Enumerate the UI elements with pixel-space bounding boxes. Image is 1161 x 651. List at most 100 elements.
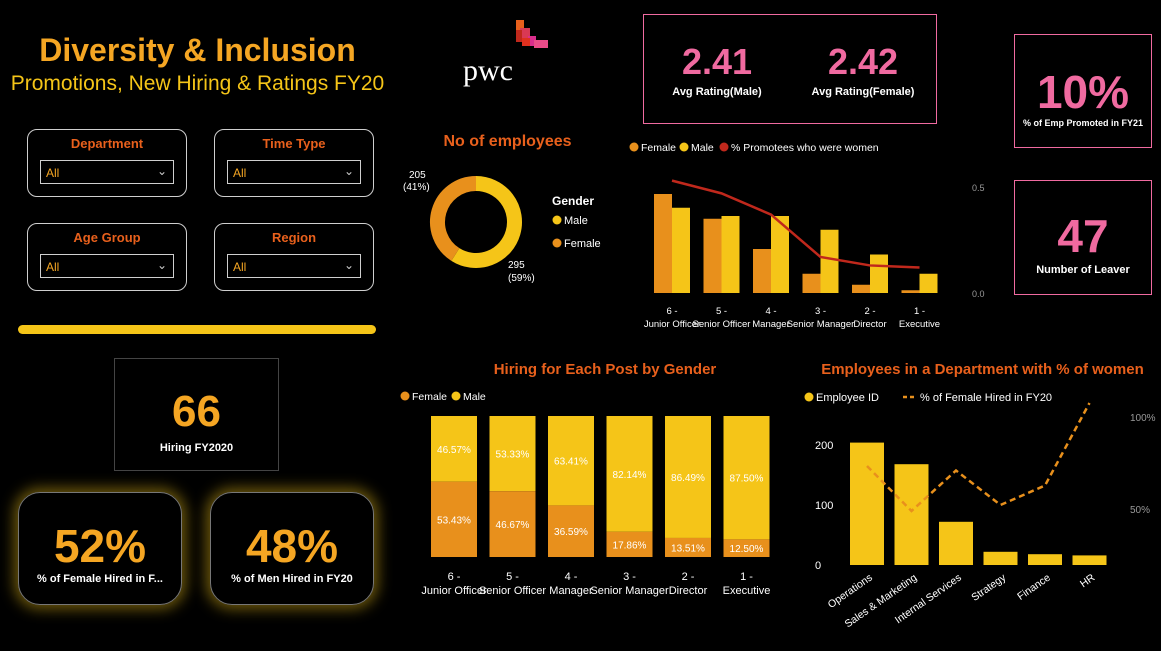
promo-bar-female bbox=[753, 249, 771, 293]
legend-dot-male bbox=[451, 391, 461, 401]
hiring-bar-male bbox=[548, 416, 594, 506]
leaver-card: 47 Number of Leaver bbox=[1014, 180, 1152, 295]
time-type-select-value: All bbox=[233, 166, 247, 180]
time-type-filter[interactable]: Time Type All ⌄ bbox=[214, 129, 374, 197]
department-chart: Employee ID % of Female Hired in FY20 0 100… bbox=[804, 392, 1156, 630]
men-hired-card: 48% % of Men Hired in FY20 bbox=[210, 492, 374, 605]
legend-item-female: Female bbox=[564, 238, 601, 250]
data-label-male-count: 295 bbox=[508, 260, 525, 271]
region-select-value: All bbox=[233, 260, 247, 274]
pwc-logo-mark bbox=[516, 20, 548, 48]
department-select-value: All bbox=[46, 166, 60, 180]
region-select[interactable]: All ⌄ bbox=[227, 254, 361, 278]
x-tick-label: 5 - bbox=[716, 306, 727, 317]
department-filter-label: Department bbox=[70, 136, 144, 151]
x-tick-label: Manager bbox=[752, 319, 790, 330]
promo-bar-female bbox=[703, 218, 722, 293]
legend-item-female: Female bbox=[412, 391, 447, 403]
female-hired-card: 52% % of Female Hired in F... bbox=[18, 492, 182, 605]
hiring-stacked-chart: Female Male 46.57% 53.43% 6 - Junior Officer 5… bbox=[400, 391, 771, 597]
promo-bar-male bbox=[672, 207, 690, 293]
promo-bar-female bbox=[901, 290, 920, 293]
x-tick-label: 2 - bbox=[864, 306, 875, 317]
avg-rating-female-value: 2.42 bbox=[827, 41, 899, 82]
avg-rating-male-label: Avg Rating(Male) bbox=[672, 86, 762, 98]
hiring-label: Hiring FY2020 bbox=[159, 442, 234, 454]
promoted-card: 10% % of Emp Promoted in FY21 bbox=[1014, 34, 1152, 148]
x-tick-label: Executive bbox=[723, 585, 771, 597]
y-tick-label: 100 bbox=[815, 500, 833, 512]
avg-rating-male-value: 2.41 bbox=[681, 41, 753, 82]
x-tick-label: Senior Officer bbox=[693, 319, 751, 330]
x-tick-label: Finance bbox=[1015, 572, 1053, 603]
x-tick-label: 1 - bbox=[914, 306, 925, 317]
leaver-label: Number of Leaver bbox=[1036, 264, 1130, 276]
donut-slice-female bbox=[430, 176, 477, 261]
legend-item-employee-id: Employee ID bbox=[816, 392, 879, 404]
page-subtitle: Promotions, New Hiring & Ratings FY20 bbox=[10, 72, 385, 95]
female-hired-label: % of Female Hired in F... bbox=[37, 573, 163, 585]
legend-dot-female bbox=[552, 238, 562, 248]
hiring-bar-female bbox=[665, 537, 711, 557]
data-label-female: 17.86% bbox=[613, 540, 647, 551]
promotion-chart: Female Male % Promotees who were women 6 - J… bbox=[629, 142, 985, 330]
chevron-down-icon: ⌄ bbox=[156, 164, 167, 178]
dept-bar bbox=[939, 521, 973, 565]
x-tick-label: 3 - bbox=[623, 571, 636, 583]
department-filter[interactable]: Department All ⌄ bbox=[27, 129, 187, 197]
hiring-bar-male bbox=[489, 416, 536, 492]
men-hired-value: 48% bbox=[245, 520, 339, 572]
dept-bar bbox=[850, 442, 884, 565]
promo-bar-female bbox=[802, 273, 821, 293]
hiring-bar-female bbox=[431, 481, 477, 557]
data-label-male: 63.41% bbox=[554, 457, 588, 468]
department-select[interactable]: All ⌄ bbox=[40, 160, 174, 184]
hiring-bar-female bbox=[723, 539, 770, 557]
legend-dot-0 bbox=[629, 142, 639, 152]
x-tick-label: Strategy bbox=[969, 571, 1009, 604]
female-hired-value: 52% bbox=[53, 520, 147, 572]
leaver-value: 47 bbox=[1057, 210, 1109, 262]
promo-bar-male bbox=[721, 216, 740, 293]
chevron-down-icon: ⌄ bbox=[343, 258, 354, 272]
data-label-male: 86.49% bbox=[671, 473, 705, 484]
data-label-female-count: 205 bbox=[409, 170, 426, 181]
region-filter[interactable]: Region All ⌄ bbox=[214, 223, 374, 291]
promo-bar-female bbox=[654, 194, 672, 293]
hiring-value: 66 bbox=[172, 387, 221, 436]
data-label-female: 13.51% bbox=[671, 543, 705, 554]
x-tick-label: Director bbox=[853, 319, 886, 330]
y-tick-label: 0 bbox=[815, 560, 821, 572]
promo-bar-male bbox=[870, 254, 888, 293]
secondary-tick-label: 0.0 bbox=[972, 289, 985, 299]
time-type-select[interactable]: All ⌄ bbox=[227, 160, 361, 184]
secondary-tick-label: 0.5 bbox=[972, 183, 985, 193]
pwc-logo-text: pwc bbox=[463, 54, 513, 87]
data-label-female: 53.43% bbox=[437, 515, 471, 526]
age-group-filter-label: Age Group bbox=[73, 230, 141, 245]
age-group-filter[interactable]: Age Group All ⌄ bbox=[27, 223, 187, 291]
x-tick-label: 5 - bbox=[506, 571, 519, 583]
hiring-bar-male bbox=[431, 416, 477, 482]
employees-donut-chart: 205(41%) 295 (59%) Gender Male Female bbox=[403, 170, 601, 284]
data-label-male: 46.57% bbox=[437, 445, 471, 456]
hiring-bar-female bbox=[606, 531, 653, 557]
x-tick-label: Senior Manager bbox=[590, 585, 669, 597]
dept-bar bbox=[1072, 555, 1107, 565]
chevron-down-icon: ⌄ bbox=[343, 164, 354, 178]
hiring-bar-female bbox=[489, 491, 536, 557]
hiring-bar-male bbox=[723, 416, 770, 540]
region-filter-label: Region bbox=[271, 230, 317, 245]
legend-dot-male bbox=[552, 215, 562, 225]
dept-bar bbox=[1028, 554, 1062, 565]
legend-item-0: Female bbox=[641, 142, 676, 154]
data-label-male: 82.14% bbox=[613, 470, 647, 481]
x-tick-label: 2 - bbox=[682, 571, 695, 583]
divider-bar bbox=[18, 325, 376, 334]
age-group-select[interactable]: All ⌄ bbox=[40, 254, 174, 278]
page-title: Diversity & Inclusion bbox=[39, 32, 356, 68]
data-label-male: 87.50% bbox=[730, 474, 764, 485]
dept-bar bbox=[983, 551, 1018, 565]
legend-item-1: Male bbox=[691, 142, 714, 154]
legend-item-2: % Promotees who were women bbox=[731, 142, 879, 154]
